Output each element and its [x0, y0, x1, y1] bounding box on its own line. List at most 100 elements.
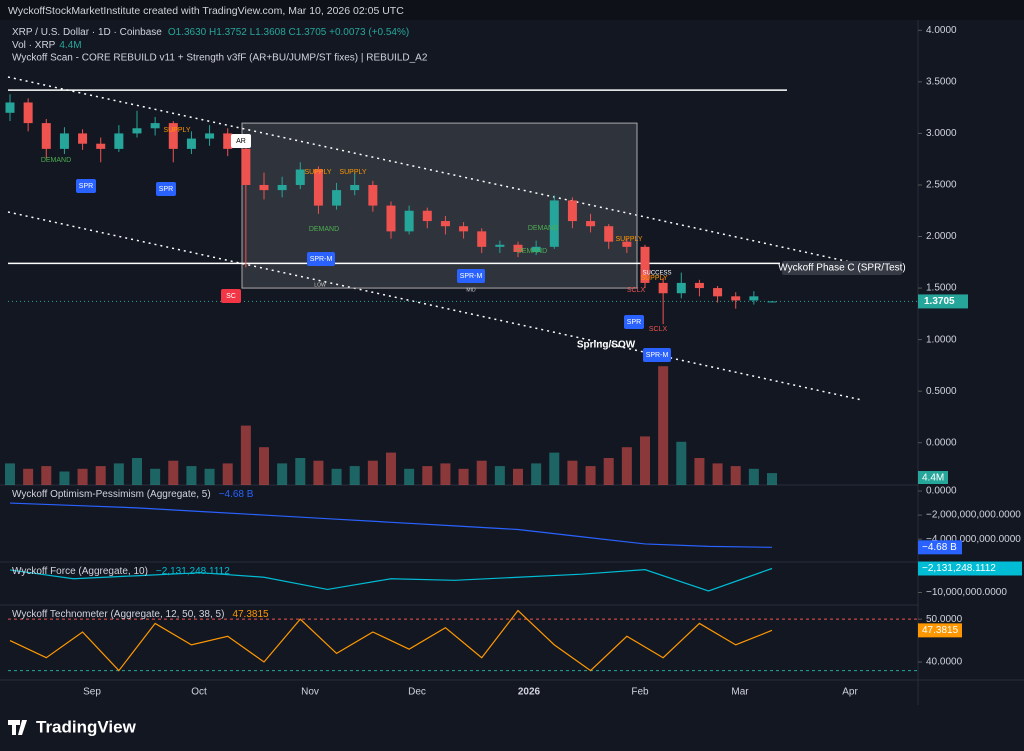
- candle-body: [567, 200, 577, 222]
- annotation: SUPPLY: [163, 127, 190, 134]
- candle-body: [241, 148, 251, 185]
- pane-value: 47.3815: [232, 609, 269, 620]
- candle-body: [477, 231, 487, 247]
- volume-bar: [150, 468, 161, 485]
- volume-bar: [240, 425, 251, 485]
- candle-body: [713, 288, 723, 297]
- price-label-bg: [918, 294, 968, 309]
- volume-bar: [404, 468, 415, 485]
- indicator-line: [9, 609, 773, 672]
- annotation: SPR: [159, 186, 173, 193]
- candle-body: [205, 133, 215, 139]
- volume-bar: [367, 460, 378, 485]
- value-label-bg: [918, 540, 962, 555]
- y-tick-label: 0.0000: [926, 437, 957, 448]
- annotation: SCLX: [649, 326, 668, 333]
- volume-bar: [331, 468, 342, 485]
- volume-bar: [658, 366, 669, 485]
- volume-title: Vol · XRP 4.4M: [12, 40, 82, 51]
- indicator-line: [9, 502, 773, 548]
- volume-bar: [59, 471, 70, 485]
- x-tick-label: Dec: [408, 687, 426, 698]
- candle-body: [368, 184, 378, 206]
- y-tick-label: 0.5000: [926, 386, 957, 397]
- candle-body: [23, 102, 33, 124]
- annotation-badge: [221, 289, 241, 303]
- volume-bar: [567, 460, 578, 485]
- volume-bar: [513, 468, 523, 485]
- candle-body: [640, 246, 650, 283]
- annotation-badge: [76, 179, 96, 193]
- candle-body: [59, 133, 69, 149]
- annotation-badge: [156, 182, 176, 196]
- volume-bar: [640, 436, 650, 485]
- logo-icon: [8, 720, 27, 735]
- volume-bar: [95, 466, 106, 485]
- volume-bar: [603, 458, 614, 485]
- candle-body: [694, 282, 704, 289]
- chart-title: XRP / U.S. Dollar · 1D · Coinbase O1.3630…: [12, 27, 409, 38]
- annotation: SCLX: [627, 287, 646, 294]
- indicator-line: [9, 567, 773, 592]
- annotation: LOW: [314, 282, 326, 288]
- volume-bar: [585, 466, 596, 485]
- volume-bar: [186, 466, 197, 485]
- value-label-bg: [918, 561, 1022, 576]
- y-tick-label: 0.0000: [926, 486, 957, 497]
- y-tick-label: 1.0000: [926, 334, 957, 345]
- x-tick-label: Nov: [301, 687, 319, 698]
- x-tick-label: Feb: [631, 687, 649, 698]
- annotation: Spring/SOW: [577, 340, 636, 351]
- footer-logo: TradingView: [36, 717, 137, 736]
- volume-bar: [113, 463, 124, 485]
- candle-body: [168, 123, 178, 149]
- annotation: SUCCESS: [642, 271, 671, 277]
- annotation: SPR-M: [310, 256, 333, 263]
- volume-bar: [349, 466, 360, 485]
- banner: WyckoffStockMarketInstitute created with…: [8, 5, 404, 17]
- pane-title: Wyckoff Technometer (Aggregate, 12, 50, …: [12, 609, 269, 620]
- volume-bar: [23, 468, 34, 485]
- volume-bar: [204, 468, 215, 485]
- candle-body: [731, 296, 741, 301]
- annotation: DEMAND: [41, 157, 71, 164]
- candle-body: [676, 282, 686, 294]
- pane-name: Wyckoff Technometer (Aggregate, 12, 50, …: [12, 609, 224, 620]
- volume-bar: [5, 463, 15, 485]
- candle-body: [531, 246, 541, 252]
- volume-bar: [712, 463, 723, 485]
- y-tick-label: −10,000,000.0000: [926, 587, 1007, 598]
- candle-body: [223, 133, 233, 149]
- annotation: AR: [236, 138, 246, 145]
- volume-bar: [386, 452, 396, 485]
- pane-value: −4.68 B: [219, 489, 254, 500]
- volume-bar: [295, 458, 306, 485]
- volume-label-bg: [918, 471, 948, 484]
- candle-body: [495, 244, 505, 247]
- volume-bar: [476, 460, 487, 485]
- candle-body: [114, 133, 124, 149]
- volume-bar: [549, 452, 560, 485]
- annotation: SUPPLY: [615, 236, 642, 243]
- candle-body: [622, 241, 632, 247]
- candle-body: [259, 184, 269, 191]
- y-tick-label: −4,000,000,000.0000: [926, 534, 1021, 545]
- volume-bar: [132, 458, 142, 485]
- candle-body: [332, 190, 342, 206]
- y-tick-label: 2.0000: [926, 231, 957, 242]
- value-label-bg: [918, 623, 962, 638]
- pane-name: Wyckoff Force (Aggregate, 10): [12, 566, 148, 577]
- y-tick-label: 2.5000: [926, 180, 957, 191]
- candle-body: [78, 133, 88, 144]
- y-tick-label: −2,000,000,000.0000: [926, 510, 1021, 521]
- x-tick-label: 2026: [518, 687, 541, 698]
- trendline: [7, 211, 863, 401]
- annotation-badge: [457, 269, 485, 283]
- volume-bar: [694, 458, 705, 485]
- candle-body: [5, 102, 15, 113]
- pane-title: Wyckoff Force (Aggregate, 10) −2,131,248.…: [12, 566, 230, 577]
- volume-bar: [531, 463, 542, 485]
- value-label: 47.3815: [922, 625, 959, 636]
- annotation: SPR: [79, 183, 93, 190]
